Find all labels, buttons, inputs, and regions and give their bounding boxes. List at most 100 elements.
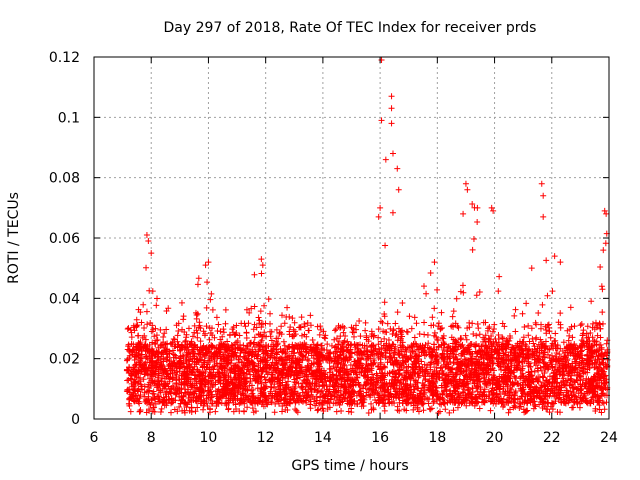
data-point [295,372,302,379]
data-point [433,356,440,363]
data-point [186,361,193,368]
data-point [435,323,442,330]
data-point [308,367,315,374]
data-point [226,366,233,373]
data-point [384,344,391,351]
data-point [174,385,181,392]
data-point [168,409,175,416]
data-point [381,403,388,410]
data-point [474,218,481,225]
data-point [158,405,165,412]
data-point [592,357,599,364]
data-point [559,358,566,365]
data-point [388,376,395,383]
data-point [517,385,524,392]
data-point [201,332,208,339]
data-point [449,313,456,320]
data-point [419,343,426,350]
data-point [277,390,284,397]
data-point [262,379,269,386]
data-point [308,389,315,396]
data-point [387,391,394,398]
data-point [329,382,336,389]
data-point [201,357,208,364]
data-point [347,362,354,369]
data-point [604,356,611,363]
data-point [126,364,133,371]
data-point [220,326,227,333]
data-point [423,290,430,297]
data-point [572,379,579,386]
data-point [318,354,325,361]
data-point [433,333,440,340]
data-point [136,395,143,402]
data-point [262,396,269,403]
data-point [243,396,250,403]
data-point [128,334,135,341]
data-point [146,407,153,414]
data-point [195,368,202,375]
data-point [337,355,344,362]
data-point [247,348,254,355]
data-point [368,349,375,356]
data-point [161,367,168,374]
data-point [474,321,481,328]
data-point [358,392,365,399]
data-point [188,398,195,405]
data-point [579,347,586,354]
data-point [599,286,606,293]
data-point [438,309,445,316]
data-point [282,375,289,382]
data-point [482,332,489,339]
data-point [279,379,286,386]
data-point [397,328,404,335]
data-point [336,399,343,406]
data-point [514,353,521,360]
data-point [154,374,161,381]
data-point [168,358,175,365]
data-point [245,367,252,374]
data-point [326,377,333,384]
data-point [235,388,242,395]
data-point [298,363,305,370]
data-point [459,351,466,358]
data-point [577,394,584,401]
data-point [138,319,145,326]
data-point [190,350,197,357]
data-point [505,357,512,364]
data-point [280,360,287,367]
data-point [350,329,357,336]
data-point [458,350,465,357]
data-point [390,394,397,401]
data-point [244,386,251,393]
data-point [389,209,396,216]
data-point [600,400,607,407]
data-point [174,408,181,415]
data-point [527,363,534,370]
data-point [193,359,200,366]
data-point [579,340,586,347]
data-point [408,386,415,393]
data-point [431,329,438,336]
data-point [209,391,216,398]
data-point [401,373,408,380]
data-point [531,346,538,353]
data-point [406,313,413,320]
data-point [441,341,448,348]
data-point [207,397,214,404]
data-point [261,302,268,309]
data-point [209,400,216,407]
data-point [194,384,201,391]
data-point [275,357,282,364]
data-point [289,333,296,340]
data-point [224,361,231,368]
data-point [140,376,147,383]
data-point [558,389,565,396]
data-point [600,373,607,380]
data-point [193,311,200,318]
data-point [355,380,362,387]
data-point [225,406,232,413]
data-point [473,382,480,389]
data-point [568,404,575,411]
data-point [312,371,319,378]
